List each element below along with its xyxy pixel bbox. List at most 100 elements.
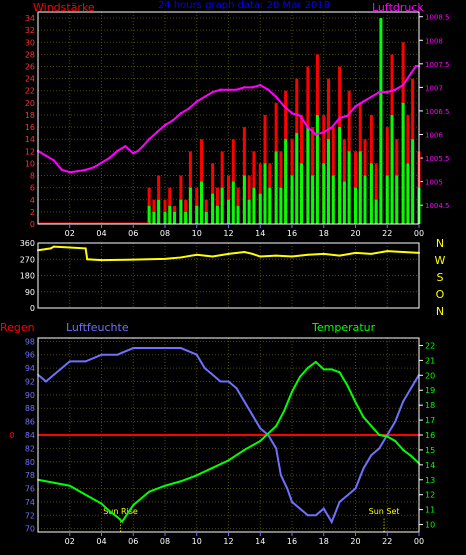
- humidity-point: [410, 387, 413, 390]
- humidity-tick-label: 90: [25, 391, 35, 400]
- compass-label: N: [436, 305, 444, 318]
- humidity-point: [330, 520, 333, 523]
- humidity-tick-label: 74: [25, 498, 35, 507]
- pressure-point: [171, 119, 175, 122]
- pressure-point: [68, 170, 71, 174]
- humidity-point: [402, 400, 405, 403]
- wind-tick-label: 2: [30, 208, 35, 217]
- pressure-tick-label: 1005.5: [425, 155, 450, 163]
- pressure-point: [259, 83, 262, 87]
- humidity-point: [362, 467, 365, 470]
- humidity-point: [219, 380, 222, 383]
- pressure-point: [298, 114, 302, 117]
- humidity-hour-label: 02: [65, 537, 75, 546]
- temperature-point: [227, 459, 230, 462]
- pressure-point: [203, 95, 206, 99]
- pressure-point: [124, 145, 127, 148]
- pressure-point: [147, 138, 151, 141]
- pressure-axis-title: Luftdruck: [372, 1, 424, 14]
- humidity-hour-label: 18: [319, 537, 329, 546]
- direction-point: [195, 253, 198, 256]
- pressure-tick-label: 1008: [425, 37, 443, 45]
- humidity-hour-label: 14: [255, 537, 265, 546]
- pressure-point: [211, 90, 214, 94]
- wind-hour-label: 00: [414, 229, 424, 238]
- pressure-point: [266, 88, 270, 91]
- graph-date-title: 24 hours graph data: 20 Mar 2018: [158, 0, 330, 11]
- humidity-tick-label: 88: [25, 404, 35, 413]
- humidity-hour-label: 08: [160, 537, 170, 546]
- humidity-tick-label: 94: [25, 364, 35, 373]
- pressure-point: [386, 90, 389, 94]
- pressure-point: [44, 154, 48, 157]
- humidity-point: [286, 487, 289, 490]
- pressure-point: [116, 149, 119, 153]
- pressure-tick-label: 1005: [425, 179, 443, 187]
- pressure-point: [401, 83, 405, 87]
- direction-point: [52, 245, 55, 248]
- humidity-point: [243, 400, 246, 403]
- compass-label: N: [436, 237, 444, 250]
- direction-point: [164, 257, 166, 260]
- wind-tick-label: 32: [25, 26, 35, 35]
- direction-point: [402, 251, 405, 254]
- direction-point: [86, 258, 89, 261]
- pressure-point: [322, 130, 325, 134]
- direction-point: [386, 250, 389, 253]
- temperature-point: [354, 401, 357, 404]
- compass-label: S: [437, 271, 444, 284]
- direction-point: [354, 251, 357, 254]
- humidity-tick-label: 76: [25, 485, 35, 494]
- pressure-point: [362, 100, 365, 103]
- pressure-point: [219, 88, 222, 91]
- humidity-hour-label: 16: [287, 537, 297, 546]
- humidity-point: [251, 413, 254, 416]
- pressure-point: [136, 149, 140, 153]
- temperature-tick-label: 11: [425, 506, 435, 515]
- wind-tick-label: 18: [25, 111, 35, 120]
- humidity-point: [179, 347, 182, 350]
- temperature-point: [68, 484, 71, 487]
- humidity-hour-label: 12: [223, 537, 233, 546]
- humidity-point: [275, 447, 278, 450]
- direction-point: [68, 246, 71, 249]
- temperature-point: [298, 375, 301, 378]
- humidity-tick-label: 86: [25, 418, 35, 427]
- pressure-point: [227, 88, 230, 91]
- pressure-tick-label: 1008.5: [425, 14, 450, 22]
- humidity-tick-label: 72: [25, 511, 35, 520]
- direction-point: [275, 254, 278, 257]
- humidity-hour-label: 04: [96, 537, 106, 546]
- pressure-point: [409, 72, 413, 75]
- pressure-point: [179, 112, 183, 115]
- wind-hour-label: 02: [65, 229, 75, 238]
- wind-tick-label: 4: [30, 196, 35, 205]
- rain-axis-title: Regen: [0, 321, 35, 334]
- humidity-hour-label: 20: [350, 537, 360, 546]
- direction-point: [132, 258, 135, 261]
- humidity-hour-label: 22: [382, 537, 392, 546]
- humidity-point: [148, 347, 151, 350]
- direction-tick-label: 90: [25, 288, 35, 297]
- humidity-point: [84, 360, 87, 363]
- wind-axis-title: Windstärke: [33, 1, 95, 14]
- temperature-point: [100, 502, 103, 505]
- temperature-axis-title: Temperatur: [311, 321, 376, 334]
- wind-tick-label: 30: [25, 38, 35, 47]
- humidity-tick-label: 82: [25, 444, 35, 453]
- direction-point: [251, 252, 254, 255]
- temperature-point: [132, 504, 135, 507]
- direction-point: [370, 252, 373, 255]
- direction-point: [306, 253, 309, 256]
- wind-tick-label: 10: [25, 159, 35, 168]
- direction-point: [291, 255, 293, 258]
- wind-hour-label: 16: [287, 229, 297, 238]
- wind-tick-label: 14: [25, 135, 35, 144]
- pressure-tick-label: 1007: [425, 84, 443, 92]
- pressure-point: [414, 64, 418, 68]
- temperature-point: [148, 490, 151, 493]
- temperature-point: [322, 368, 325, 371]
- humidity-point: [259, 427, 262, 430]
- temperature-point: [410, 454, 413, 457]
